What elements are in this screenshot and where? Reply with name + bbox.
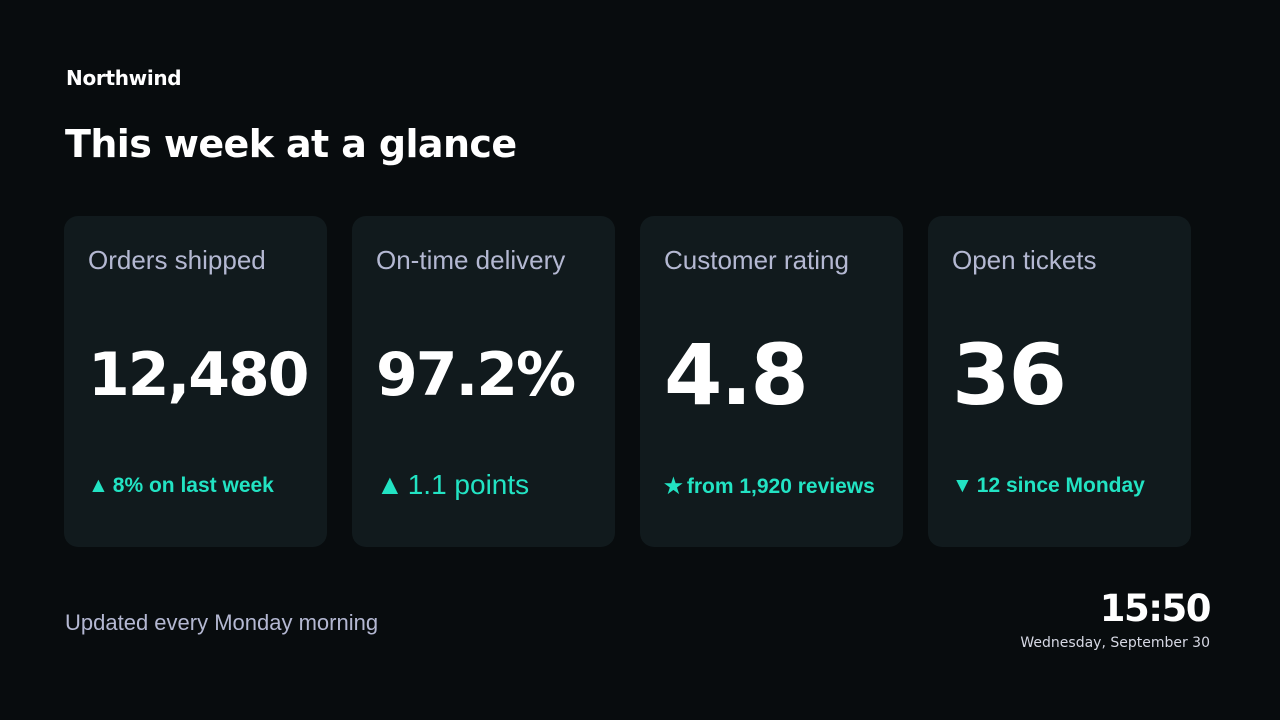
card-customer-rating: Customer rating 4.8 ★ from 1,920 reviews <box>640 216 903 547</box>
card-change: ▼ 12 since Monday <box>952 474 1145 498</box>
page-title: This week at a glance <box>65 122 517 166</box>
down-arrow-icon: ▼ <box>952 474 973 497</box>
card-orders-shipped: Orders shipped 12,480 ▲ 8% on last week <box>64 216 327 547</box>
card-open-tickets: Open tickets 36 ▼ 12 since Monday <box>928 216 1191 547</box>
card-value: 12,480 <box>88 340 310 410</box>
card-on-time-delivery: On-time delivery 97.2% ▲ 1.1 points <box>352 216 615 547</box>
clock: 15:50 Wednesday, September 30 <box>1020 587 1212 651</box>
card-value: 36 <box>952 326 1067 424</box>
card-change: ▲ 8% on last week <box>88 474 274 498</box>
card-label: On-time delivery <box>376 245 566 275</box>
card-change-text: 1.1 points <box>407 469 530 500</box>
card-label: Orders shipped <box>88 245 266 275</box>
card-change: ▲ 1.1 points <box>376 469 529 501</box>
card-label: Open tickets <box>952 245 1097 275</box>
card-change-text: 12 since Monday <box>976 474 1145 497</box>
card-value: 97.2% <box>376 340 576 410</box>
card-label: Customer rating <box>664 245 849 275</box>
card-change-text: 8% on last week <box>112 474 274 497</box>
clock-date: Wednesday, September 30 <box>1020 635 1210 651</box>
brand-name: Northwind <box>66 66 182 90</box>
card-value: 4.8 <box>664 326 809 424</box>
card-change-text: from 1,920 reviews <box>686 475 875 498</box>
up-arrow-icon: ▲ <box>376 469 404 500</box>
update-note: Updated every Monday morning <box>65 610 379 635</box>
star-icon: ★ <box>664 475 683 498</box>
stat-cards: Orders shipped 12,480 ▲ 8% on last week O… <box>64 216 1191 547</box>
clock-time: 15:50 <box>1099 587 1212 630</box>
card-change: ★ from 1,920 reviews <box>664 474 875 499</box>
up-arrow-icon: ▲ <box>88 474 109 497</box>
